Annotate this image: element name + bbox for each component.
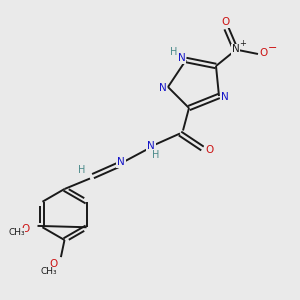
Text: O: O [50,259,58,269]
Text: O: O [205,145,213,155]
Text: O: O [221,17,229,27]
Text: CH₃: CH₃ [40,267,57,276]
Text: H: H [152,149,160,160]
Text: −: − [268,43,277,53]
Text: +: + [239,39,245,48]
Text: CH₃: CH₃ [8,228,25,237]
Text: H: H [170,46,177,57]
Text: N: N [147,140,155,151]
Text: O: O [260,48,268,59]
Text: N: N [159,82,167,93]
Text: N: N [117,157,125,167]
Text: N: N [220,92,228,102]
Text: H: H [78,165,85,175]
Text: N: N [232,44,239,55]
Text: N: N [178,53,185,64]
Text: O: O [21,224,30,235]
